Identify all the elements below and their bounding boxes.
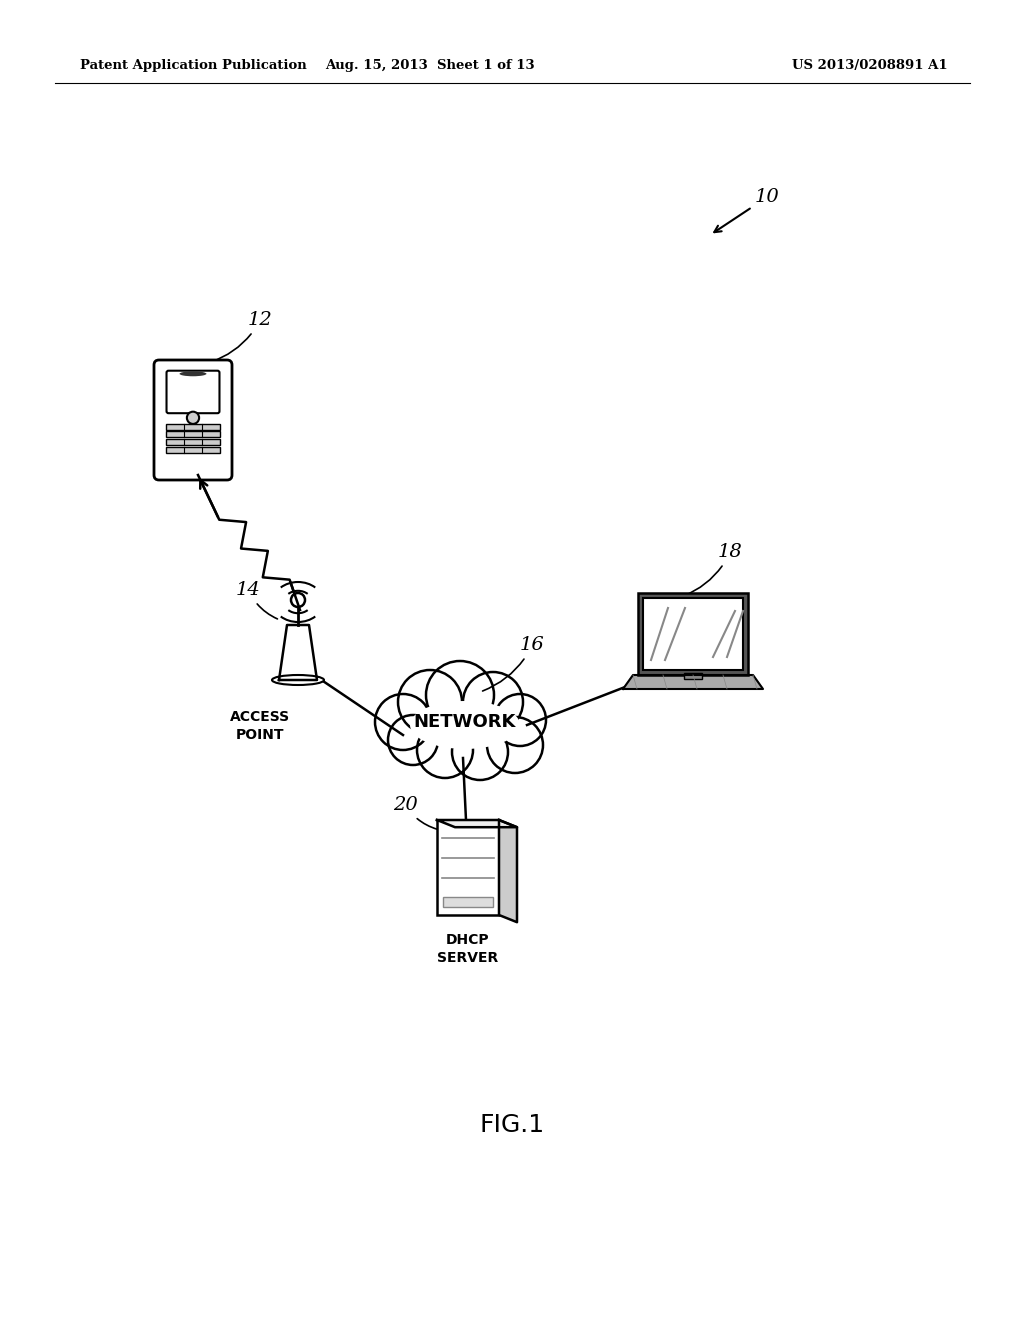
- Text: ACCESS
POINT: ACCESS POINT: [230, 710, 290, 742]
- Circle shape: [291, 593, 305, 607]
- FancyBboxPatch shape: [167, 371, 219, 413]
- Text: 20: 20: [393, 796, 437, 829]
- Text: 10: 10: [715, 187, 779, 232]
- Polygon shape: [437, 820, 517, 828]
- Text: 14: 14: [236, 581, 278, 619]
- Polygon shape: [279, 624, 317, 680]
- Circle shape: [487, 717, 543, 774]
- Circle shape: [426, 661, 494, 729]
- Circle shape: [494, 694, 546, 746]
- Text: Patent Application Publication: Patent Application Publication: [80, 58, 307, 71]
- Bar: [638, 593, 748, 675]
- Text: FIG.1: FIG.1: [479, 1113, 545, 1137]
- Text: 18: 18: [684, 543, 742, 597]
- Circle shape: [398, 671, 462, 734]
- Bar: [643, 598, 743, 671]
- Circle shape: [417, 722, 473, 777]
- Bar: [167, 432, 219, 437]
- Text: 16: 16: [482, 636, 545, 690]
- Bar: [167, 446, 219, 453]
- Text: US 2013/0208891 A1: US 2013/0208891 A1: [793, 58, 948, 71]
- Ellipse shape: [410, 701, 520, 748]
- Text: Aug. 15, 2013  Sheet 1 of 13: Aug. 15, 2013 Sheet 1 of 13: [326, 58, 535, 71]
- Polygon shape: [499, 820, 517, 923]
- Circle shape: [452, 723, 508, 780]
- Circle shape: [186, 412, 199, 424]
- Bar: [167, 424, 219, 429]
- Ellipse shape: [179, 371, 207, 376]
- Polygon shape: [623, 675, 763, 689]
- Ellipse shape: [406, 697, 525, 752]
- Ellipse shape: [272, 675, 324, 685]
- Text: NETWORK: NETWORK: [414, 713, 516, 731]
- Bar: [684, 673, 702, 678]
- Bar: [443, 898, 493, 907]
- Text: 12: 12: [211, 312, 272, 362]
- Circle shape: [388, 715, 438, 766]
- FancyBboxPatch shape: [154, 360, 232, 480]
- Circle shape: [375, 694, 431, 750]
- Circle shape: [463, 672, 523, 733]
- Bar: [437, 820, 499, 915]
- Text: DHCP
SERVER: DHCP SERVER: [437, 933, 499, 965]
- Bar: [167, 440, 219, 445]
